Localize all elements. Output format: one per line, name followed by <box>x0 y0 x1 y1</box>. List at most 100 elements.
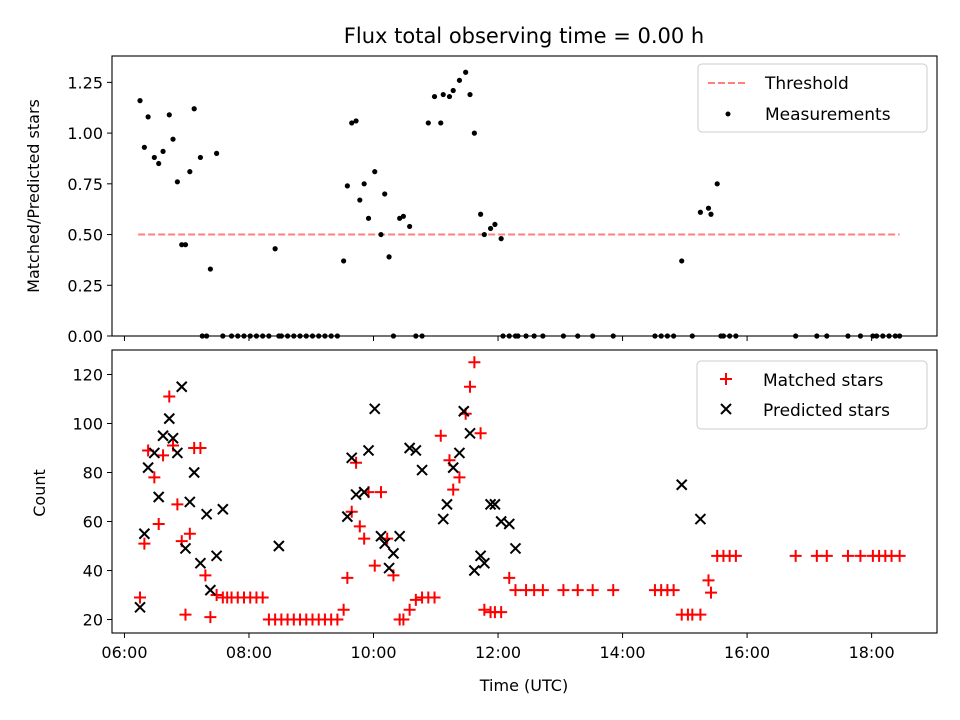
bottom-x-tick-label: 18:00 <box>849 643 895 662</box>
matched-star-point <box>331 613 344 626</box>
predicted-star-point <box>694 513 707 525</box>
predicted-star-point <box>437 513 449 525</box>
matched-star-point <box>409 593 422 606</box>
matched-star-point <box>702 574 715 587</box>
top-y-tick-label: 1.00 <box>67 124 103 143</box>
matched-star-point <box>163 390 176 403</box>
predicted-star-point <box>484 498 497 511</box>
measurement-point <box>714 181 720 187</box>
top-chart-title: Flux total observing time = 0.00 h <box>344 24 704 48</box>
predicted-star-point <box>478 557 491 569</box>
threshold-legend-label: Threshold <box>764 74 849 94</box>
predicted-star-point <box>157 430 169 442</box>
matched-star-point <box>468 356 481 369</box>
measurement-point <box>463 69 469 75</box>
measurement-point <box>174 179 180 185</box>
predicted-star-point <box>387 547 400 560</box>
predicted-star-point <box>176 381 188 393</box>
measurement-point <box>400 213 406 219</box>
predicted-star-point <box>416 464 428 476</box>
predicted-star-point <box>152 491 165 503</box>
matched-star-point <box>210 589 223 602</box>
matched-star-point <box>134 591 147 604</box>
measurement-point <box>481 231 487 238</box>
measurement-point <box>365 215 372 221</box>
predicted-star-point <box>503 518 515 530</box>
measurement-point <box>197 154 204 161</box>
measurement-point <box>160 148 166 154</box>
predicted-star-point <box>489 498 501 511</box>
predicted-star-point <box>458 405 470 417</box>
predicted-star-point <box>474 550 487 562</box>
measurement-point <box>145 114 151 120</box>
matched-star-point <box>447 483 460 496</box>
matched-star-point <box>199 569 212 582</box>
matched-star-point <box>495 606 508 619</box>
bottom-x-tick-label: 10:00 <box>350 643 396 662</box>
bottom-y-tick-label: 20 <box>83 611 103 630</box>
measurement-point <box>425 120 431 126</box>
bottom-y-tick-label: 100 <box>72 415 103 434</box>
top-y-tick-label: 0.50 <box>67 226 103 245</box>
predicted-star-point <box>204 584 217 596</box>
predicted-legend-label: Predicted stars <box>763 401 890 421</box>
predicted-star-point <box>171 447 184 459</box>
x-axis-label: Time (UTC) <box>479 676 568 695</box>
measurement-point <box>467 91 473 98</box>
measurement-point <box>378 231 384 238</box>
bottom-legend-box <box>696 360 928 430</box>
predicted-star-point <box>410 444 422 457</box>
measurement-point <box>705 205 712 211</box>
top-y-tick-label: 0.25 <box>67 276 103 295</box>
matched-star-point <box>607 584 620 597</box>
matched-star-point <box>478 603 491 616</box>
top-y-tick-label: 1.25 <box>67 73 103 92</box>
matched-star-point <box>256 591 269 604</box>
bottom-y-tick-label: 60 <box>83 513 103 532</box>
matched-star-point <box>509 584 522 597</box>
bottom-x-tick-label: 14:00 <box>600 643 646 662</box>
predicted-star-point <box>375 530 387 542</box>
predicted-star-point <box>468 564 481 577</box>
measurement-point <box>492 221 498 228</box>
matched-star-point <box>820 549 833 562</box>
matched-star-point <box>586 584 599 597</box>
measurement-point <box>156 160 162 167</box>
bottom-x-tick-label: 16:00 <box>724 643 770 662</box>
measurement-point <box>341 258 347 264</box>
matched-star-point <box>474 427 487 440</box>
measurement-point <box>478 211 484 217</box>
bottom-x-tick-label: 12:00 <box>475 643 521 662</box>
matched-star-point <box>368 559 381 572</box>
predicted-star-point <box>447 461 459 474</box>
measurement-point <box>151 154 157 161</box>
matched-star-point <box>841 549 854 562</box>
matched-star-point <box>571 584 584 597</box>
measurement-point <box>353 118 359 124</box>
measurement-point <box>361 181 367 187</box>
measurement-point <box>487 225 494 232</box>
predicted-star-point <box>383 562 395 574</box>
count-points <box>134 356 906 626</box>
measurement-point <box>440 91 446 98</box>
matched-star-point <box>179 608 192 621</box>
matched-star-point <box>428 591 441 604</box>
predicted-star-point <box>346 452 358 464</box>
predicted-star-point <box>188 466 200 479</box>
bottom-y-tick-label: 120 <box>72 366 103 385</box>
measurement-point <box>170 136 176 142</box>
measurement-point <box>372 169 378 175</box>
bottom-plot-frame <box>111 349 938 634</box>
predicted-star-point <box>217 503 229 515</box>
matched-star-point <box>337 603 350 616</box>
predicted-star-point <box>509 542 522 555</box>
top-legend: Threshold Measurements <box>697 63 928 133</box>
predicted-star-point <box>379 537 391 550</box>
bottom-y-tick-label: 80 <box>83 464 103 483</box>
top-legend-box <box>697 63 928 133</box>
measurement-point <box>357 197 363 203</box>
measurement-point <box>344 183 350 189</box>
measurement-point <box>386 254 392 260</box>
bottom-x-tick-label: 08:00 <box>226 643 272 662</box>
measurement-point <box>137 98 143 104</box>
